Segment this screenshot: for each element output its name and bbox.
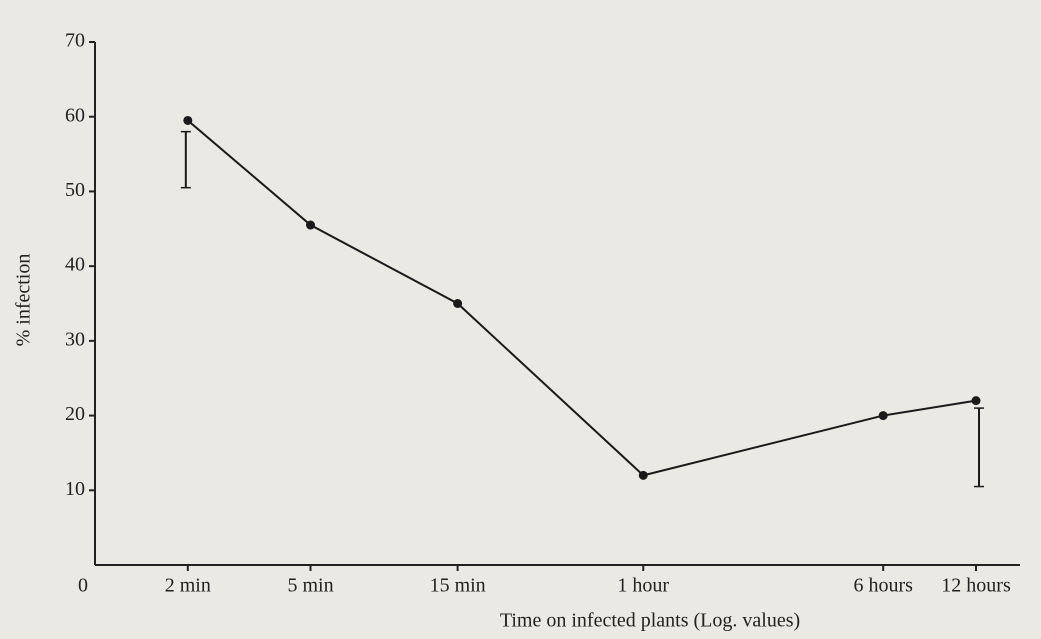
x-tick-label: 1 hour (617, 575, 669, 597)
y-tick-label: 50 (65, 179, 85, 201)
y-tick-label: 40 (65, 254, 85, 276)
point (306, 220, 316, 230)
line (187, 119, 977, 477)
x-tick-label: 15 min (430, 575, 486, 597)
y-tick-label: 60 (65, 104, 85, 126)
x-axis-label: Time on infected plants (Log. values) (500, 610, 800, 632)
y-tick-label: 10 (65, 478, 85, 500)
point (971, 396, 981, 406)
point (453, 299, 463, 308)
x-tick-label: 5 min (287, 575, 333, 597)
y-axis-label: % infection (13, 254, 35, 347)
point (878, 411, 888, 421)
point (183, 115, 193, 125)
x-tick-label: 0 (78, 575, 88, 597)
y-tick-label: 20 (65, 403, 85, 425)
x-tick-label: 12 hours (941, 575, 1011, 597)
point (638, 470, 648, 480)
y-tick-label: 30 (65, 328, 85, 350)
x-tick-label: 2 min (165, 575, 211, 597)
x-tick-label: 6 hours (853, 575, 913, 597)
y-tick-label: 70 (65, 30, 85, 52)
